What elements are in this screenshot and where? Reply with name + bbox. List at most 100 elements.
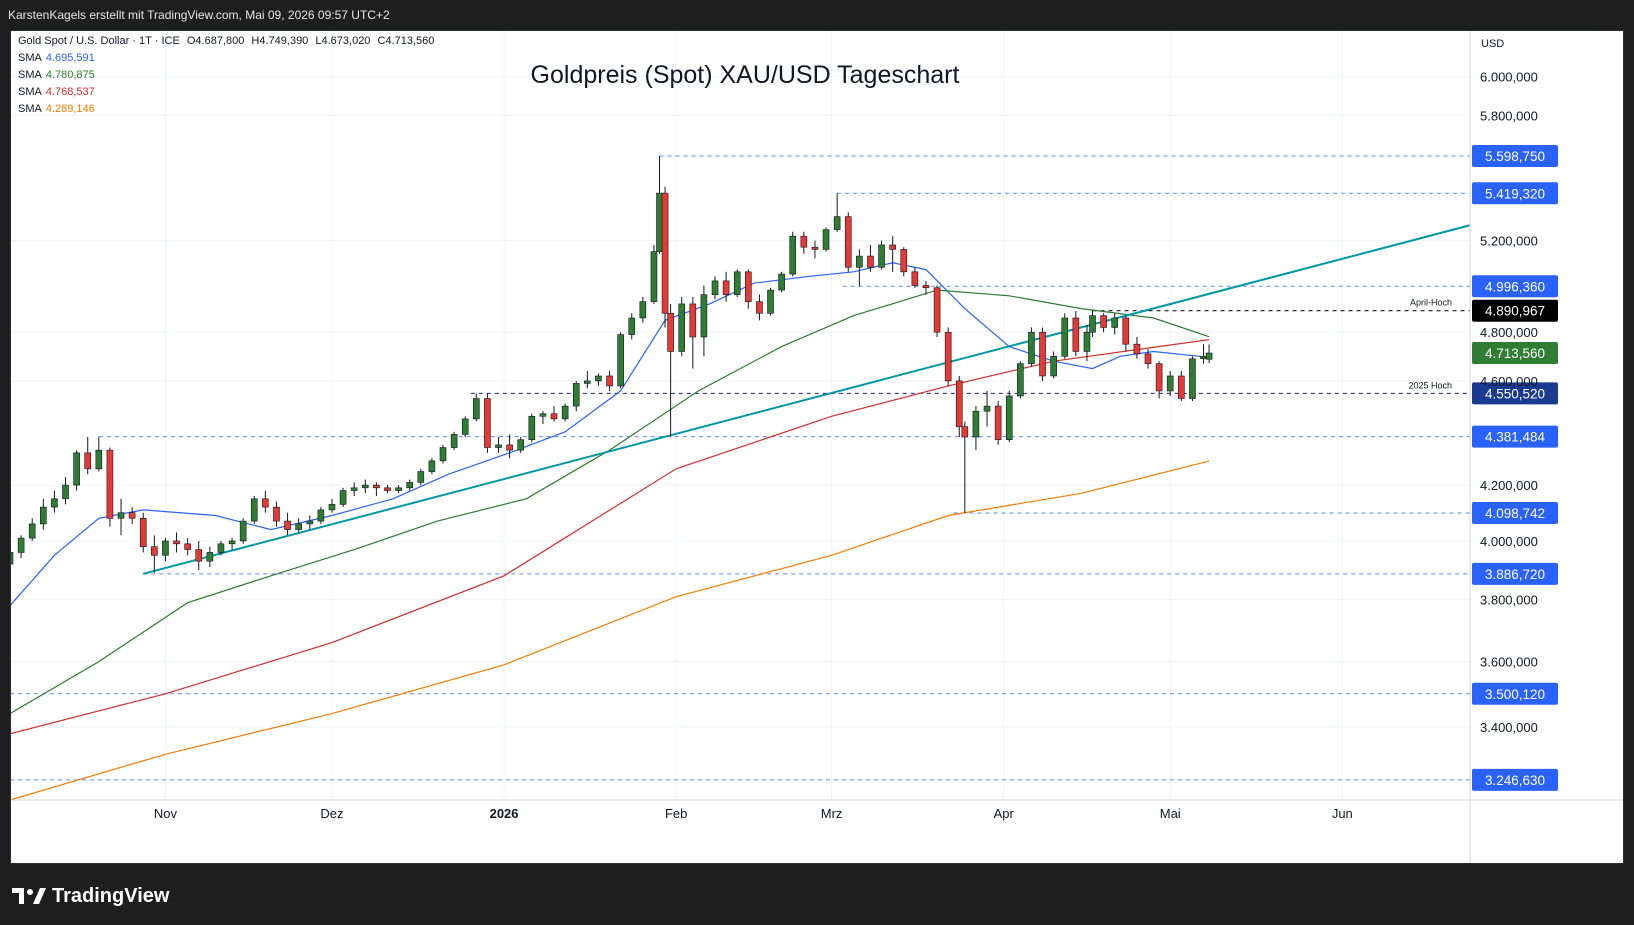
candle-body (461, 418, 469, 435)
moving-averages (10, 262, 1210, 801)
level-price-label: 3.246,630 (1485, 773, 1545, 788)
candle-body (195, 549, 203, 562)
candle-body (284, 520, 291, 530)
price-chart[interactable]: 5.598,750 5.419,320 4.996,360 April-Hoch 4.8… (10, 30, 1624, 864)
candle-body (955, 380, 963, 427)
footer: TradingView (0, 870, 1634, 925)
level-note: 2025 Hoch (1408, 380, 1452, 390)
y-tick-label: 5.800,000 (1480, 109, 1538, 124)
candle-body (28, 523, 36, 539)
candle-body (639, 301, 647, 319)
candle-body (273, 506, 280, 522)
x-tick-label: Mrz (821, 806, 843, 821)
candle-body (656, 192, 663, 252)
candle-body (217, 543, 225, 553)
candle-body (972, 410, 980, 438)
candle-body (1061, 317, 1069, 357)
legend-close: C4.713,560 (377, 35, 435, 47)
sma-line (10, 460, 1210, 801)
legend-symbol-row: Gold Spot / U.S. Dollar · 1T · ICE O4.68… (18, 33, 434, 50)
candle-body (428, 460, 436, 472)
candle-body (1017, 363, 1024, 397)
axes: 3.400,000 3.600,000 3.800,000 4.000,000 4.20… (10, 30, 1624, 864)
chart-frame[interactable]: 5.598,750 5.419,320 4.996,360 April-Hoch 4.8… (10, 30, 1624, 864)
level-price-tag (1472, 299, 1558, 322)
candle-body (95, 449, 103, 470)
x-tick-label: Apr (994, 806, 1015, 821)
sma-label: SMA (18, 69, 42, 81)
legend-sma-row: SMA 4.289,146 (18, 101, 434, 118)
level-price-tag (1472, 562, 1558, 585)
candle-body (1155, 363, 1163, 392)
brand-logo[interactable]: TradingView (12, 884, 169, 908)
candle-body (373, 484, 380, 489)
candle-body (517, 439, 525, 451)
y-tick-label: 3.800,000 (1480, 593, 1538, 608)
sma-label: SMA (18, 103, 42, 115)
candle-body (911, 271, 919, 286)
sma-line (10, 289, 1210, 715)
candle-body (106, 449, 114, 519)
candle-body (628, 317, 636, 335)
level-price-label: 3.886,720 (1485, 567, 1545, 582)
candle-body (733, 271, 741, 295)
candle-body (473, 398, 480, 420)
candle-body (900, 249, 908, 273)
candle-body (528, 416, 536, 440)
candle-body (506, 444, 513, 451)
level-price-tag (1472, 144, 1558, 167)
x-tick-label: Feb (665, 806, 687, 821)
y-tick-label: 4.200,000 (1480, 478, 1538, 493)
sma-value: 4.289,146 (45, 103, 95, 115)
level-price-tag (1472, 768, 1558, 791)
candle-body (811, 246, 819, 250)
candle-body (84, 452, 92, 470)
candle-body (800, 235, 808, 248)
attribution-bar: KarstenKagels erstellt mit TradingView.c… (0, 0, 1634, 30)
y-tick-label: 3.600,000 (1480, 655, 1538, 670)
candle-body (1178, 375, 1185, 399)
y-tick-label: 5.200,000 (1480, 234, 1538, 249)
candle-body (306, 520, 314, 525)
y-tick-label: 3.400,000 (1480, 720, 1538, 735)
level-price-label: 5.419,320 (1485, 186, 1545, 201)
level-price-label: 4.381,484 (1485, 430, 1546, 445)
chart-title: Goldpreis (Spot) XAU/USD Tageschart (531, 61, 960, 89)
candle-body (650, 251, 658, 302)
candle-body (595, 375, 602, 382)
x-tick-label: Mai (1160, 806, 1181, 821)
candle-body (833, 216, 841, 230)
candle-body (561, 405, 569, 420)
candle-body (1039, 331, 1046, 377)
candle-body (1050, 356, 1057, 377)
level-price-label: 3.500,120 (1485, 687, 1545, 702)
legend-sma-row: SMA 4.695,591 (18, 50, 434, 67)
candle-body (711, 280, 719, 295)
legend-sma-row: SMA 4.768,537 (18, 84, 434, 101)
currency-label: USD (1481, 38, 1504, 50)
level-price-tag (1472, 182, 1558, 205)
legend-sma-row: SMA 4.780,875 (18, 67, 434, 84)
candle-body (878, 244, 885, 268)
candle-body (778, 273, 785, 291)
candle-body (40, 506, 47, 525)
candle-body (495, 444, 502, 448)
candle-body (767, 289, 774, 314)
candle-body (139, 517, 147, 547)
y-tick-label: 4.000,000 (1480, 534, 1538, 549)
sma-value: 4.780,875 (45, 69, 95, 81)
candle-body (722, 280, 730, 295)
candle-body (933, 287, 941, 333)
level-price-tag (1472, 275, 1558, 298)
candle-body (361, 484, 369, 489)
x-tick-label: Nov (154, 806, 178, 821)
level-price-label: 4.890,967 (1485, 304, 1545, 319)
candle-body (239, 520, 247, 542)
candle-body (1200, 356, 1207, 360)
candle-body (350, 487, 358, 491)
candle-body (667, 312, 674, 352)
candle-body (1100, 315, 1107, 328)
legend-low: L4.673,020 (315, 35, 371, 47)
brand-name: TradingView (52, 884, 170, 907)
candle-body (328, 504, 336, 511)
